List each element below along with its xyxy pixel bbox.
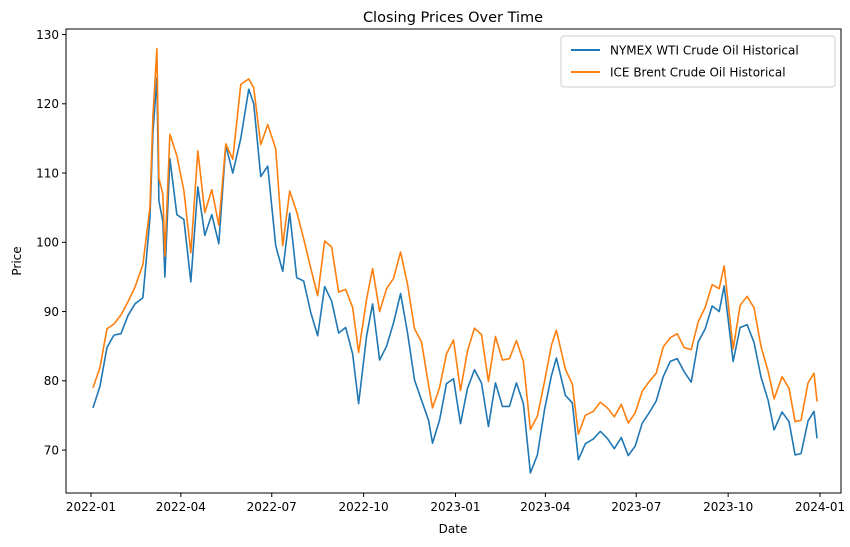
y-axis: 70 80 90 100 110 120 130: [36, 28, 66, 457]
y-tick-label: 70: [44, 443, 59, 457]
y-tick-label: 110: [36, 166, 59, 180]
x-tick-label: 2022-10: [339, 500, 389, 514]
x-tick-label: 2023-07: [611, 500, 661, 514]
y-axis-label: Price: [10, 246, 24, 275]
x-tick-label: 2023-04: [520, 500, 570, 514]
x-axis: 2022-01 2022-04 2022-07 2022-10 2023-01 2023-…: [66, 493, 845, 514]
series-line-brent: [92, 47, 818, 435]
y-tick-label: 120: [36, 97, 59, 111]
x-tick-label: 2022-07: [247, 500, 297, 514]
y-tick-label: 130: [36, 28, 59, 42]
x-tick-label: 2024-01: [795, 500, 845, 514]
series-layer: [92, 47, 818, 474]
legend-label-wti: NYMEX WTI Crude Oil Historical: [610, 44, 799, 58]
legend-box: [560, 35, 836, 88]
x-tick-label: 2022-04: [156, 500, 206, 514]
series-line-wti: [92, 77, 818, 474]
y-tick-label: 80: [44, 374, 59, 388]
x-tick-label: 2023-10: [703, 500, 753, 514]
y-tick-label: 100: [36, 236, 59, 250]
x-axis-label: Date: [439, 522, 468, 536]
legend: NYMEX WTI Crude Oil Historical ICE Brent…: [560, 35, 836, 88]
y-tick-label: 90: [44, 305, 59, 319]
plot-frame: [65, 28, 842, 494]
x-tick-label: 2023-01: [430, 500, 480, 514]
legend-label-brent: ICE Brent Crude Oil Historical: [610, 66, 786, 80]
chart-title: Closing Prices Over Time: [363, 10, 543, 26]
x-tick-label: 2022-01: [66, 500, 116, 514]
